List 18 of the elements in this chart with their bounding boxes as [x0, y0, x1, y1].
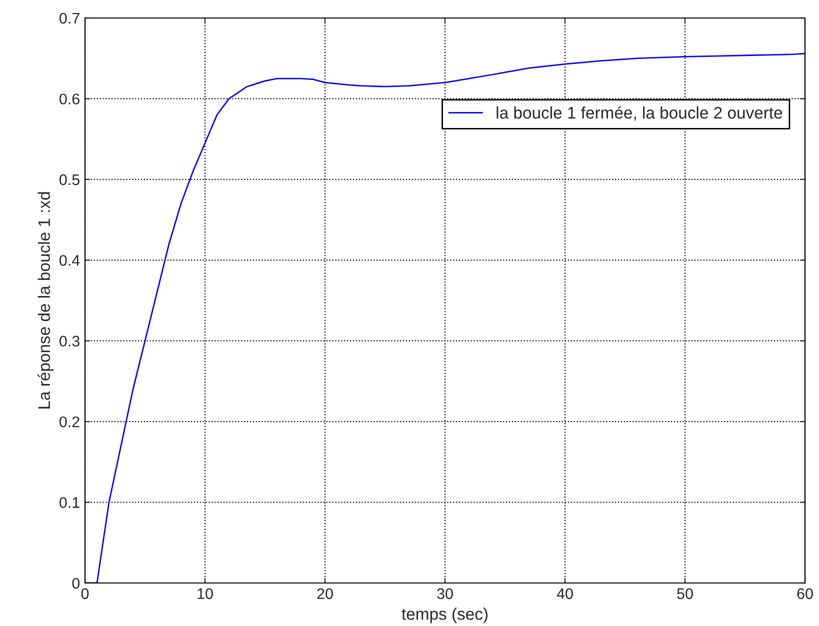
x-tick-label: 50 — [677, 588, 693, 600]
x-tick-label: 60 — [797, 588, 813, 600]
y-tick-label: 0.3 — [60, 336, 80, 347]
x-tick-label: 0 — [81, 588, 89, 600]
y-tick-label: 0.4 — [60, 255, 80, 266]
x-tick-label: 40 — [556, 588, 573, 600]
y-tick-label: 0.1 — [60, 497, 80, 508]
y-tick-label: 0.6 — [60, 94, 80, 104]
x-axis-title: temps (sec) — [402, 608, 488, 624]
x-tick-label: 30 — [437, 588, 453, 600]
legend-label: la boucle 1 fermée, la boucle 2 ouverte — [496, 106, 782, 121]
y-tick-label: 0.2 — [60, 416, 80, 428]
y-tick-label: 0.5 — [60, 174, 80, 186]
y-tick-label: 0 — [72, 578, 80, 589]
x-tick-label: 20 — [317, 588, 333, 600]
x-tick-label: 10 — [198, 588, 213, 600]
y-axis-title: La réponse de la boucle 1 :xd — [38, 192, 54, 408]
y-tick-label: 0.7 — [60, 12, 80, 24]
